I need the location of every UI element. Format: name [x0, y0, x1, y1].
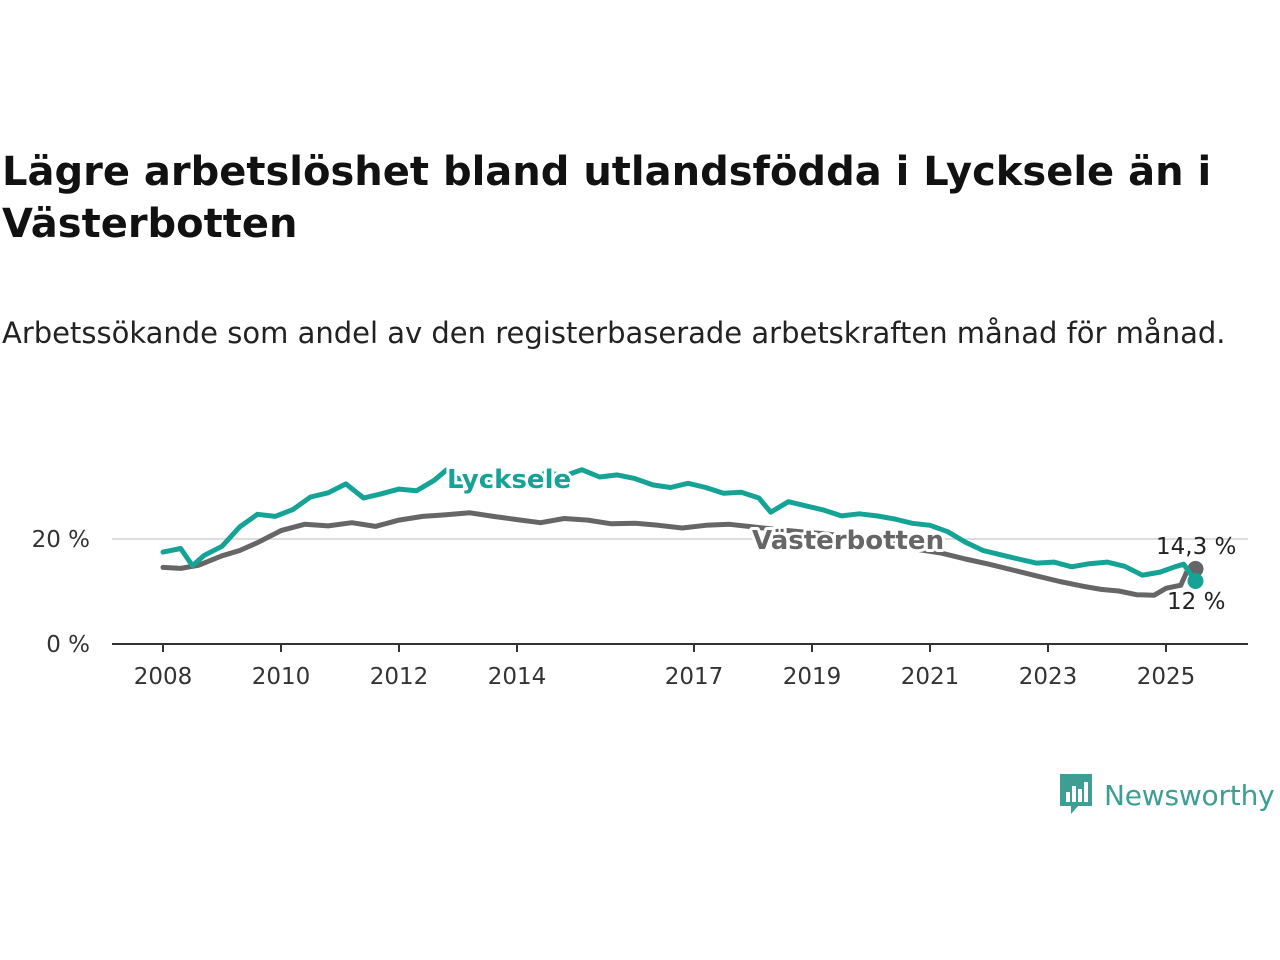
- series-label-vasterbotten: Västerbotten: [752, 526, 944, 556]
- x-tick-label: 2017: [665, 664, 724, 690]
- end-value-lycksele: 12 %: [1167, 589, 1225, 615]
- series-lines: [160, 467, 1204, 598]
- series-labels: Lycksele Västerbotten 14,3 % 12 %: [444, 462, 1236, 615]
- newsworthy-logo: Newsworthy: [1058, 772, 1275, 818]
- line-chart: 2008 2010 2012 2014 2017 2019 2021 2023 2025 0 %…: [32, 462, 1248, 690]
- series-line-västerbotten: [160, 510, 1198, 598]
- x-tick-label: 2012: [370, 664, 429, 690]
- x-tick-label: 2023: [1019, 664, 1078, 690]
- x-axis: 2008 2010 2012 2014 2017 2019 2021 2023 2025: [112, 643, 1248, 690]
- y-tick-label: 20 %: [32, 527, 90, 553]
- chart-title: Lägre arbetslöshet bland utlandsfödda i …: [2, 149, 1212, 247]
- x-tick-label: 2008: [134, 664, 193, 690]
- series-line-lycksele: [160, 467, 1198, 584]
- x-tick-label: 2010: [252, 664, 311, 690]
- x-tick-label: 2025: [1137, 664, 1196, 690]
- brand-name: Newsworthy: [1104, 778, 1275, 812]
- newsworthy-logo-icon: [1060, 774, 1092, 814]
- x-tick-label: 2014: [488, 664, 547, 690]
- end-point-lycksele: [1187, 573, 1204, 589]
- x-tick-label: 2019: [783, 664, 842, 690]
- x-tick-label: 2021: [901, 664, 960, 690]
- y-axis-ticks: 0 % 20 %: [32, 527, 90, 658]
- end-value-vasterbotten: 14,3 %: [1156, 534, 1236, 560]
- y-tick-label: 0 %: [46, 632, 90, 658]
- chart-subtitle: Arbetssökande som andel av den registerb…: [2, 316, 1226, 350]
- series-label-lycksele: Lycksele: [447, 465, 571, 495]
